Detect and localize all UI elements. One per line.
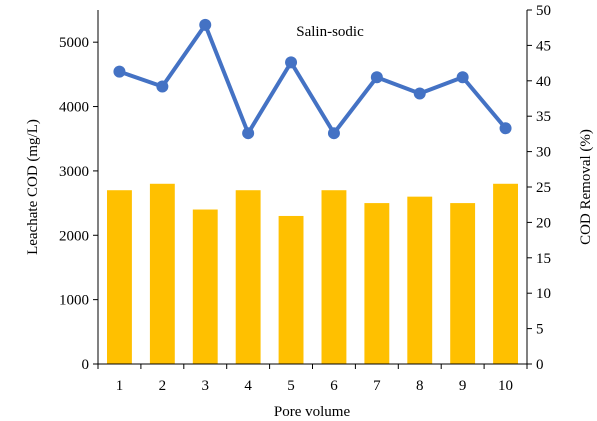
x-axis-title: Pore volume xyxy=(274,404,351,420)
x-tick-label: 7 xyxy=(373,378,381,394)
line-point-6 xyxy=(327,127,340,140)
right-tick-label: 25 xyxy=(536,180,551,196)
left-tick-label: 2000 xyxy=(59,228,89,244)
line-series xyxy=(113,18,512,140)
x-tick-label: 1 xyxy=(116,378,124,394)
x-tick-label: 10 xyxy=(498,378,513,394)
right-tick-label: 10 xyxy=(536,286,551,302)
right-tick-label: 35 xyxy=(536,109,551,125)
bar-5 xyxy=(278,215,304,364)
bar-3 xyxy=(192,209,218,364)
right-tick-label: 20 xyxy=(536,215,551,231)
bar-8 xyxy=(407,196,433,364)
bar-7 xyxy=(364,203,390,364)
right-tick-label: 5 xyxy=(536,322,544,338)
x-tick-label: 6 xyxy=(330,378,338,394)
chart-title: Salin-sodic xyxy=(296,24,364,40)
line-point-7 xyxy=(370,71,383,84)
bar-4 xyxy=(235,190,261,364)
right-tick-label: 15 xyxy=(536,251,551,267)
left-tick-label: 3000 xyxy=(59,164,89,180)
bar-2 xyxy=(149,183,175,364)
right-tick-label: 40 xyxy=(536,74,551,90)
right-y-axis-title: COD Removal (%) xyxy=(578,129,594,245)
right-tick-label: 50 xyxy=(536,3,551,19)
x-ticks: 1 2 3 4 5 6 7 8 9 10 xyxy=(97,364,528,394)
bar-series xyxy=(107,183,518,364)
x-tick-label: 5 xyxy=(287,378,295,394)
left-tick-label: 5000 xyxy=(59,35,89,51)
bar-10 xyxy=(493,183,518,364)
line-point-3 xyxy=(199,18,212,31)
bar-6 xyxy=(321,190,347,364)
x-tick-label: 4 xyxy=(244,378,252,394)
line-point-10 xyxy=(499,122,512,135)
left-tick-label: 0 xyxy=(82,357,90,373)
line-point-9 xyxy=(456,71,469,84)
x-tick-label: 8 xyxy=(416,378,424,394)
x-tick-label: 2 xyxy=(159,378,167,394)
bar-9 xyxy=(450,203,476,364)
line-point-5 xyxy=(285,56,298,69)
line-point-4 xyxy=(242,127,255,140)
removal-line xyxy=(118,22,508,136)
left-y-ticks: 0 1000 2000 3000 4000 5000 xyxy=(59,35,98,373)
left-tick-label: 4000 xyxy=(59,100,89,116)
line-point-2 xyxy=(156,80,169,93)
line-point-8 xyxy=(413,87,426,100)
right-tick-label: 45 xyxy=(536,38,551,54)
left-y-axis-title: Leachate COD (mg/L) xyxy=(25,119,41,255)
line-point-1 xyxy=(113,65,126,78)
left-tick-label: 1000 xyxy=(59,293,89,309)
right-tick-label: 30 xyxy=(536,145,551,161)
x-tick-label: 9 xyxy=(459,378,467,394)
right-y-ticks: 0 5 10 15 20 25 30 35 40 45 50 xyxy=(527,3,551,373)
right-tick-label: 0 xyxy=(536,357,544,373)
bar-1 xyxy=(107,190,132,364)
x-tick-label: 3 xyxy=(202,378,210,394)
